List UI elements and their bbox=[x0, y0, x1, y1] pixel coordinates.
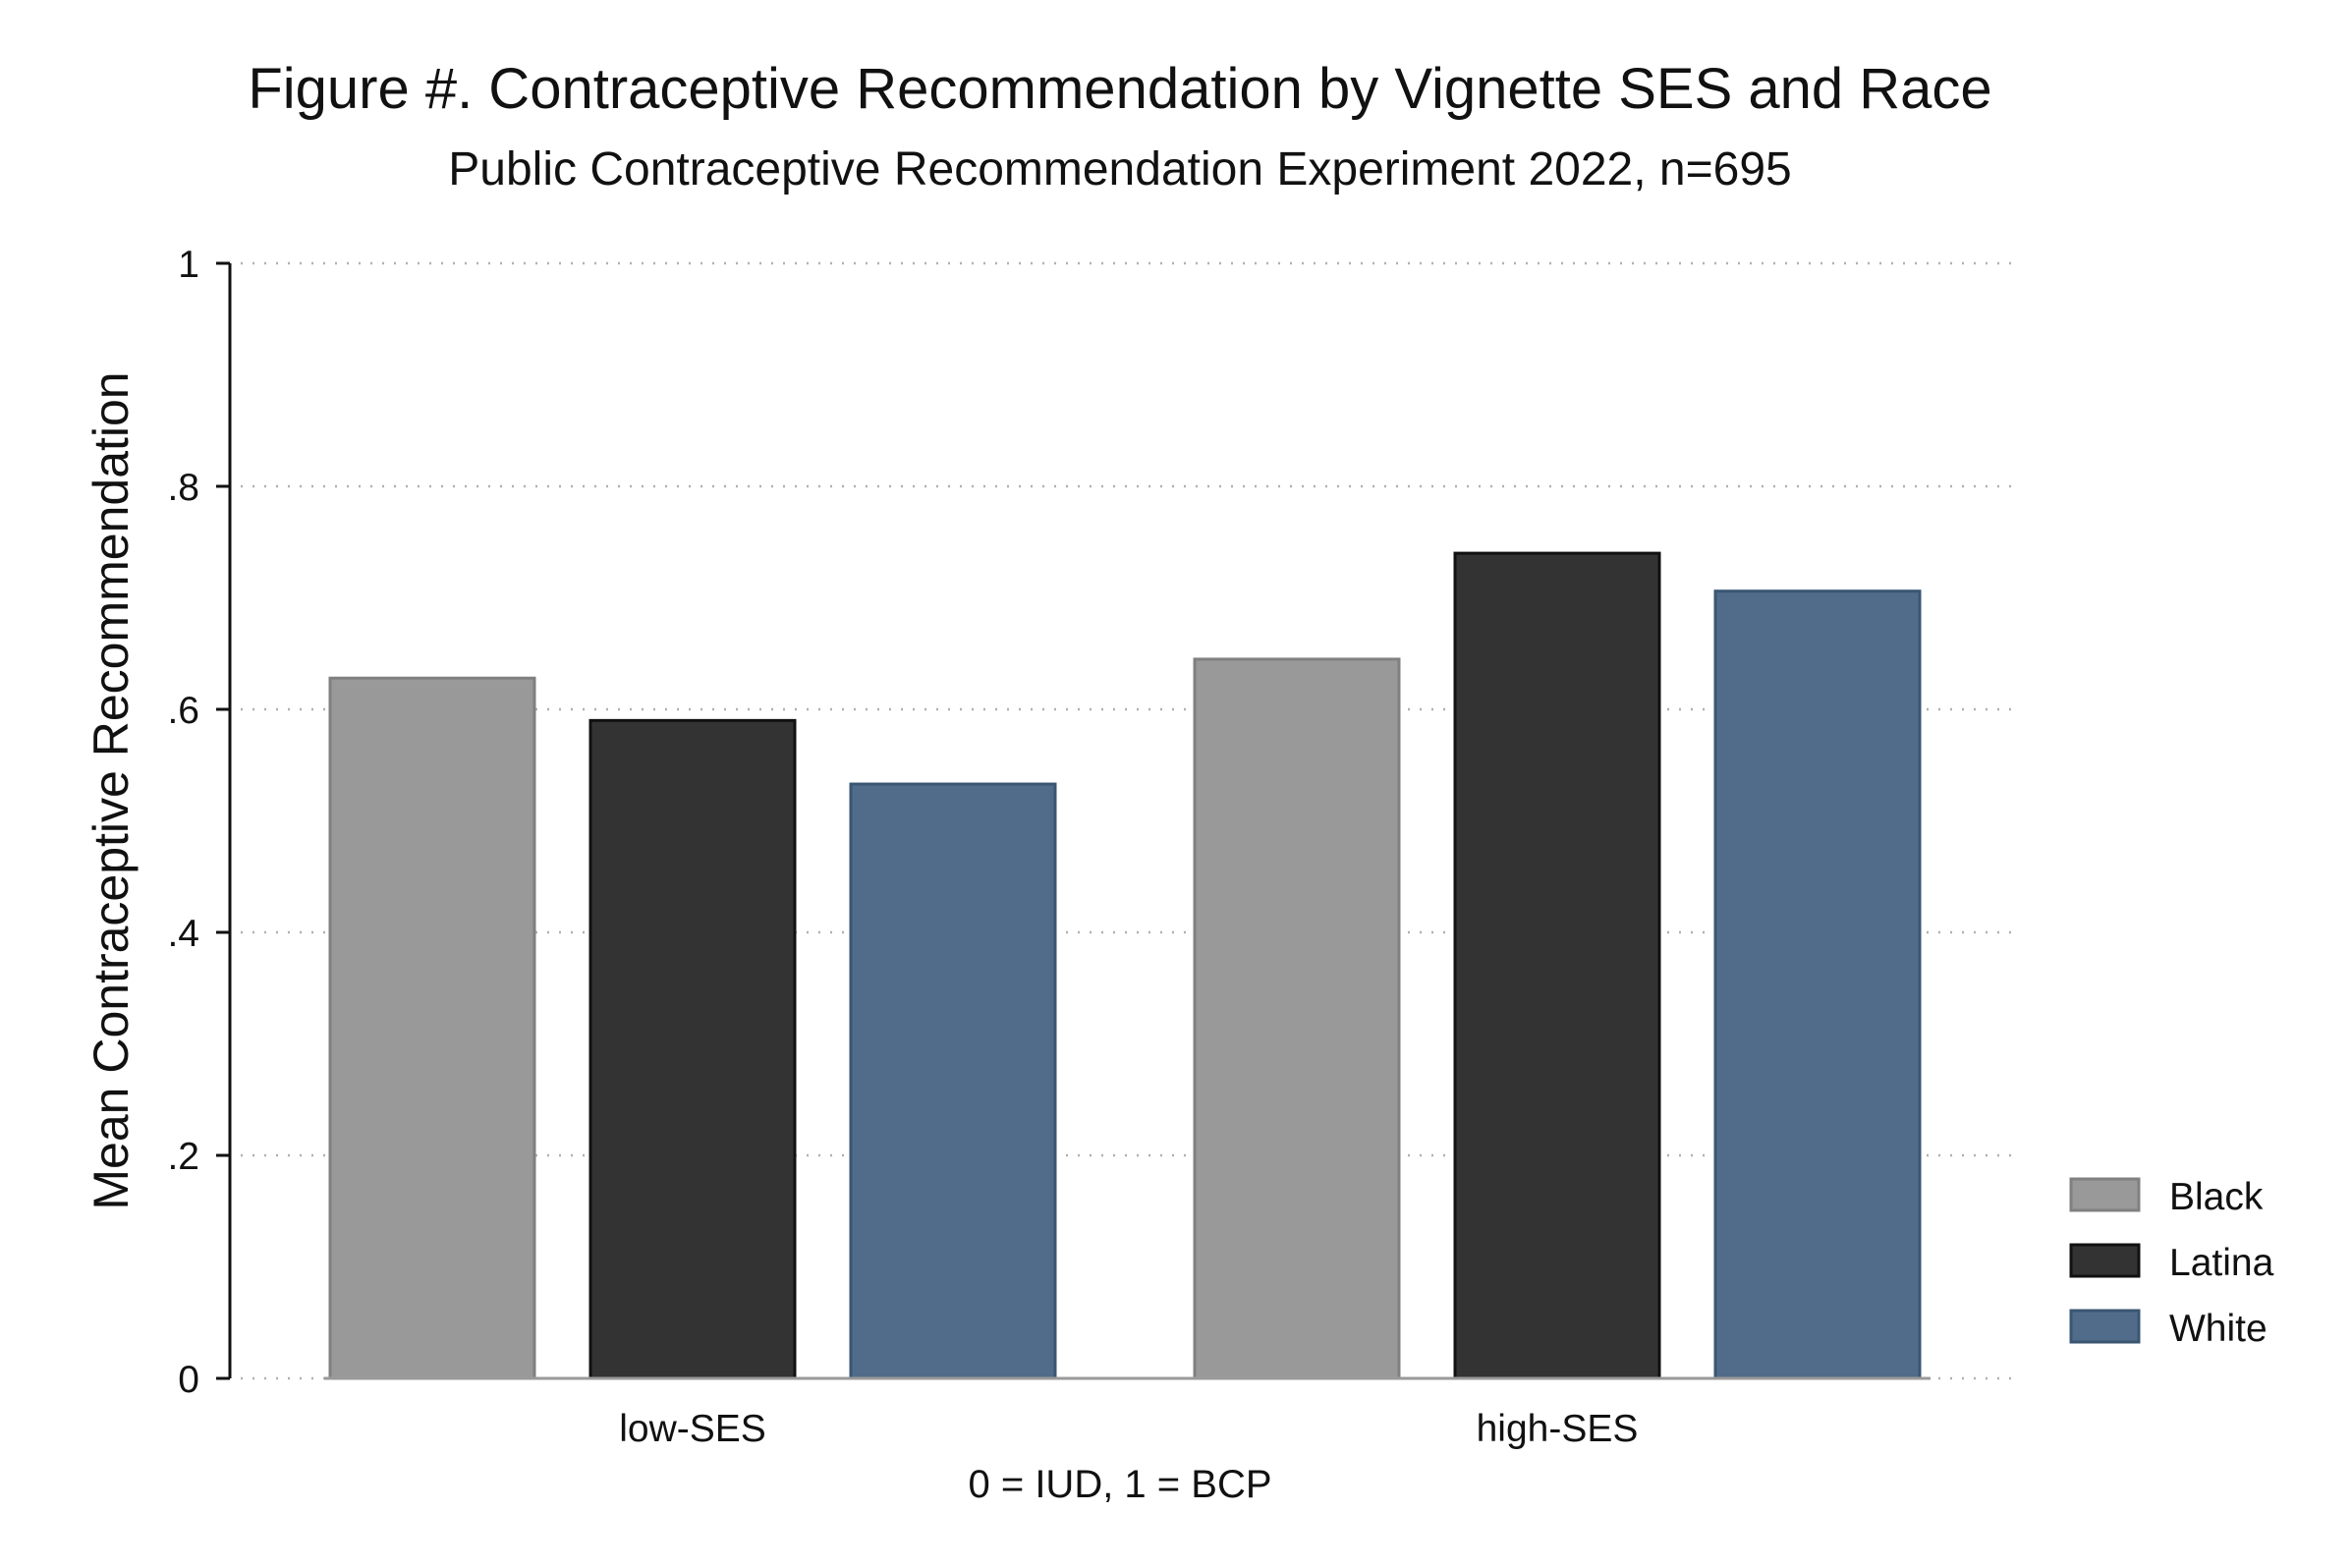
y-tick-label: .2 bbox=[167, 1136, 199, 1178]
bars bbox=[324, 551, 1931, 1380]
y-tick-label: .6 bbox=[167, 690, 199, 732]
bar-latina-low-ses bbox=[588, 718, 797, 1380]
chart-subtitle: Public Contraceptive Recommendation Expe… bbox=[448, 143, 1791, 196]
legend: Black Latina White bbox=[2069, 1176, 2274, 1350]
x-axis-label: 0 = IUD, 1 = BCP bbox=[968, 1463, 1271, 1506]
y-tick-label: 1 bbox=[178, 244, 199, 286]
bar-latina-high-ses bbox=[1453, 551, 1661, 1380]
y-tick-label: .8 bbox=[167, 467, 199, 509]
bar-white-low-ses bbox=[849, 782, 1057, 1380]
x-tick-label: high-SES bbox=[1477, 1408, 1639, 1450]
legend-swatch-latina bbox=[2069, 1243, 2141, 1278]
bar-black-low-ses bbox=[328, 676, 536, 1380]
x-ticks: low-SES high-SES bbox=[619, 1408, 1638, 1450]
y-tick-label: .4 bbox=[167, 913, 199, 955]
legend-label-white: White bbox=[2169, 1308, 2268, 1350]
bar-white-high-ses bbox=[1713, 589, 1922, 1380]
bar-black-high-ses bbox=[1193, 657, 1401, 1380]
legend-swatch-white bbox=[2069, 1309, 2141, 1344]
y-tick-label: 0 bbox=[178, 1359, 199, 1401]
x-tick-label: low-SES bbox=[619, 1408, 766, 1450]
chart-title: Figure #. Contraceptive Recommendation b… bbox=[248, 57, 1991, 121]
y-ticks: 0 .2 .4 .6 .8 1 bbox=[167, 244, 230, 1401]
legend-label-black: Black bbox=[2169, 1176, 2264, 1218]
legend-swatch-black bbox=[2069, 1177, 2141, 1212]
legend-label-latina: Latina bbox=[2169, 1242, 2274, 1284]
y-axis-label: Mean Contraceptive Recommendation bbox=[84, 371, 139, 1209]
